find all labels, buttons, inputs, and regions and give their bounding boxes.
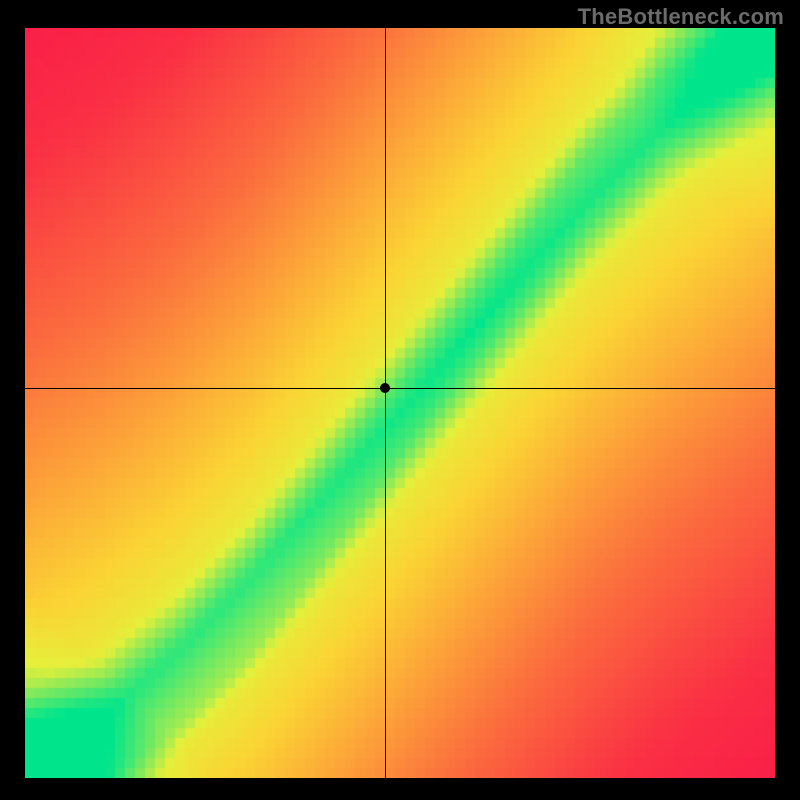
- crosshair-vertical: [385, 28, 386, 778]
- stage: TheBottleneck.com: [0, 0, 800, 800]
- crosshair-horizontal: [25, 388, 775, 389]
- watermark-text: TheBottleneck.com: [578, 4, 784, 30]
- selection-marker: [380, 383, 390, 393]
- heatmap-canvas: [25, 28, 775, 778]
- heatmap-plot: [25, 28, 775, 778]
